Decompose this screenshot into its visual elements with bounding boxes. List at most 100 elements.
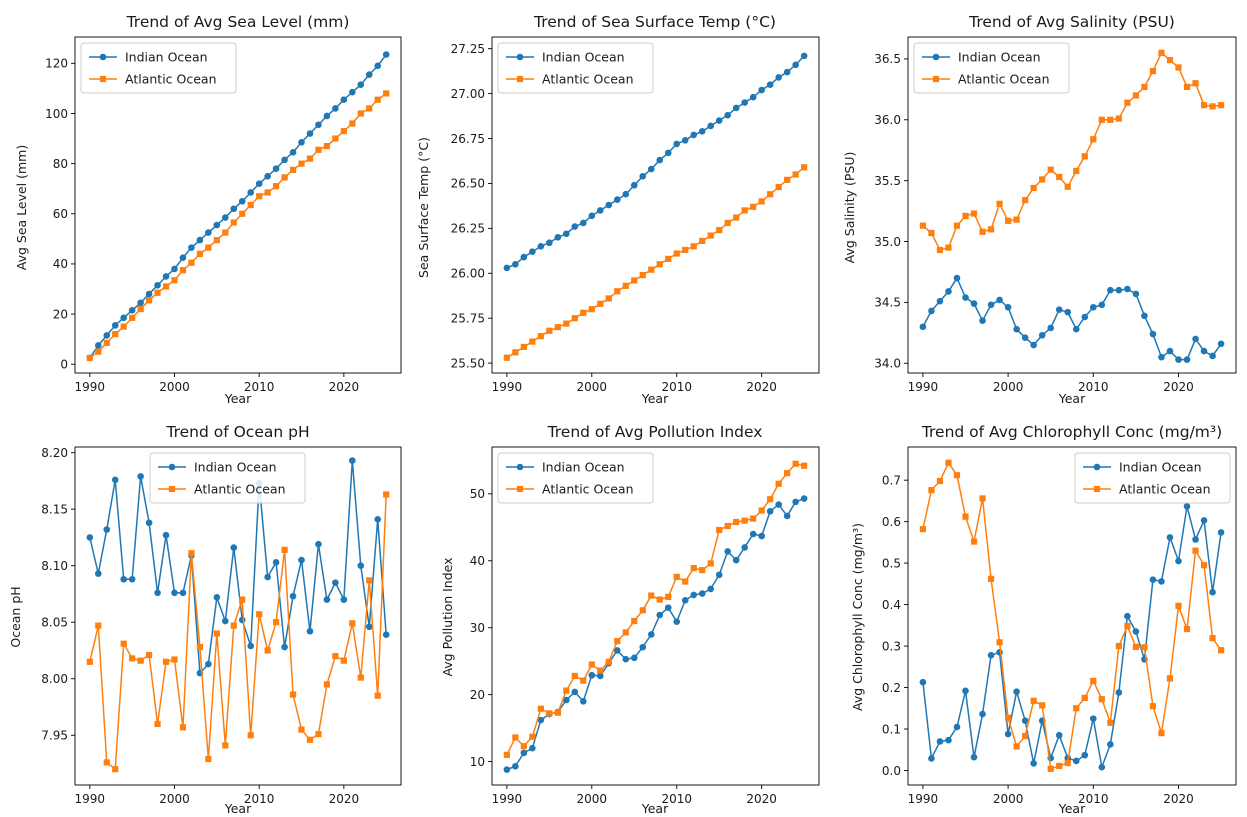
y-tick-label: 0.0: [882, 764, 901, 778]
data-point: [196, 250, 203, 257]
data-point: [792, 460, 799, 467]
subplot-sea-surface-temp: Trend of Sea Surface Temp (°C) Year Sea …: [416, 13, 820, 406]
data-point: [613, 647, 621, 654]
data-point: [614, 288, 621, 295]
data-point: [987, 226, 995, 233]
data-point: [128, 307, 136, 314]
y-tick-label: 7.95: [41, 729, 68, 743]
data-point: [1217, 647, 1225, 654]
data-point: [639, 172, 647, 180]
data-point: [630, 181, 638, 189]
data-point: [222, 229, 229, 236]
data-point: [1039, 702, 1046, 709]
data-point: [128, 575, 136, 583]
data-point: [783, 68, 791, 76]
data-point: [1004, 303, 1012, 311]
data-point: [580, 677, 587, 684]
data-point: [673, 250, 680, 257]
legend-marker: [516, 53, 524, 61]
data-point: [987, 651, 995, 659]
data-point: [979, 710, 986, 718]
data-point: [1141, 312, 1148, 320]
data-point: [987, 301, 995, 309]
data-point: [775, 501, 782, 508]
legend-box: [497, 452, 654, 504]
data-point: [1217, 340, 1225, 348]
y-tick-label: 120: [45, 57, 68, 71]
data-point: [95, 622, 102, 629]
data-point: [1090, 677, 1097, 685]
x-tick-label: 2000: [159, 792, 190, 806]
data-point: [1175, 557, 1182, 565]
data-point: [162, 283, 170, 290]
data-point: [1081, 313, 1089, 321]
data-point: [239, 210, 246, 217]
data-point: [733, 518, 740, 526]
chart-title: Trend of Sea Surface Temp (°C): [533, 13, 776, 31]
data-point: [1141, 644, 1148, 651]
legend-label: Atlantic Ocean: [542, 72, 634, 87]
y-axis-label: Avg Chlorophyll Conc (mg/m³): [850, 523, 865, 711]
data-point: [571, 688, 579, 696]
data-point: [162, 273, 170, 280]
data-point: [945, 244, 952, 251]
data-point: [529, 733, 536, 740]
data-point: [179, 254, 187, 261]
plot-marks: 1990 2000 2010 2020 25.50 25.75 26.00 26.25 26.5…: [451, 36, 820, 394]
data-point: [750, 203, 757, 210]
legend-box: [149, 452, 306, 504]
data-point: [357, 674, 364, 681]
data-point: [520, 743, 527, 750]
data-point: [221, 214, 229, 221]
data-point: [588, 661, 595, 668]
data-point: [340, 657, 347, 664]
data-point: [520, 253, 528, 261]
data-point: [1183, 625, 1191, 633]
data-point: [919, 323, 927, 331]
data-point: [698, 590, 706, 597]
data-point: [349, 457, 356, 464]
data-point: [306, 130, 314, 137]
axes-frame: [74, 36, 402, 374]
legend-label: Atlantic Ocean: [125, 72, 217, 87]
plot-marks: 1990 2000 2010 2020 34.0 34.5 35.0 35.5 36.0 36.5…: [874, 36, 1237, 394]
axes-frame: [491, 36, 820, 374]
data-point: [647, 631, 655, 638]
data-point: [171, 656, 178, 663]
data-point: [741, 517, 748, 524]
data-point: [1115, 689, 1123, 696]
data-point: [919, 678, 927, 686]
data-point: [1209, 352, 1216, 360]
data-point: [647, 165, 655, 173]
data-point: [273, 619, 280, 626]
data-point: [1124, 612, 1131, 620]
data-point: [953, 222, 961, 229]
data-point: [1072, 325, 1080, 333]
data-point: [605, 201, 613, 209]
data-point: [1192, 335, 1199, 343]
data-point: [1030, 697, 1037, 704]
data-point: [382, 631, 390, 638]
data-point: [1005, 217, 1012, 224]
data-point: [289, 691, 297, 698]
data-point: [1072, 757, 1080, 765]
legend-label: Atlantic Ocean: [542, 482, 634, 497]
y-tick-label: 0.2: [882, 681, 901, 695]
data-point: [1149, 67, 1157, 75]
data-point: [383, 491, 390, 498]
data-point: [979, 317, 986, 324]
data-point: [1005, 714, 1012, 721]
data-point: [512, 734, 519, 741]
data-point: [945, 288, 952, 295]
data-point: [571, 672, 578, 680]
data-point: [732, 556, 740, 564]
data-point: [1175, 602, 1182, 609]
x-tick-label: 2020: [1163, 380, 1194, 394]
data-point: [928, 307, 935, 315]
data-point: [1030, 760, 1037, 767]
data-point: [86, 354, 93, 362]
data-point: [707, 585, 715, 593]
y-tick-label: 0.1: [882, 722, 901, 736]
legend-marker: [932, 75, 940, 83]
data-point: [1132, 628, 1140, 635]
